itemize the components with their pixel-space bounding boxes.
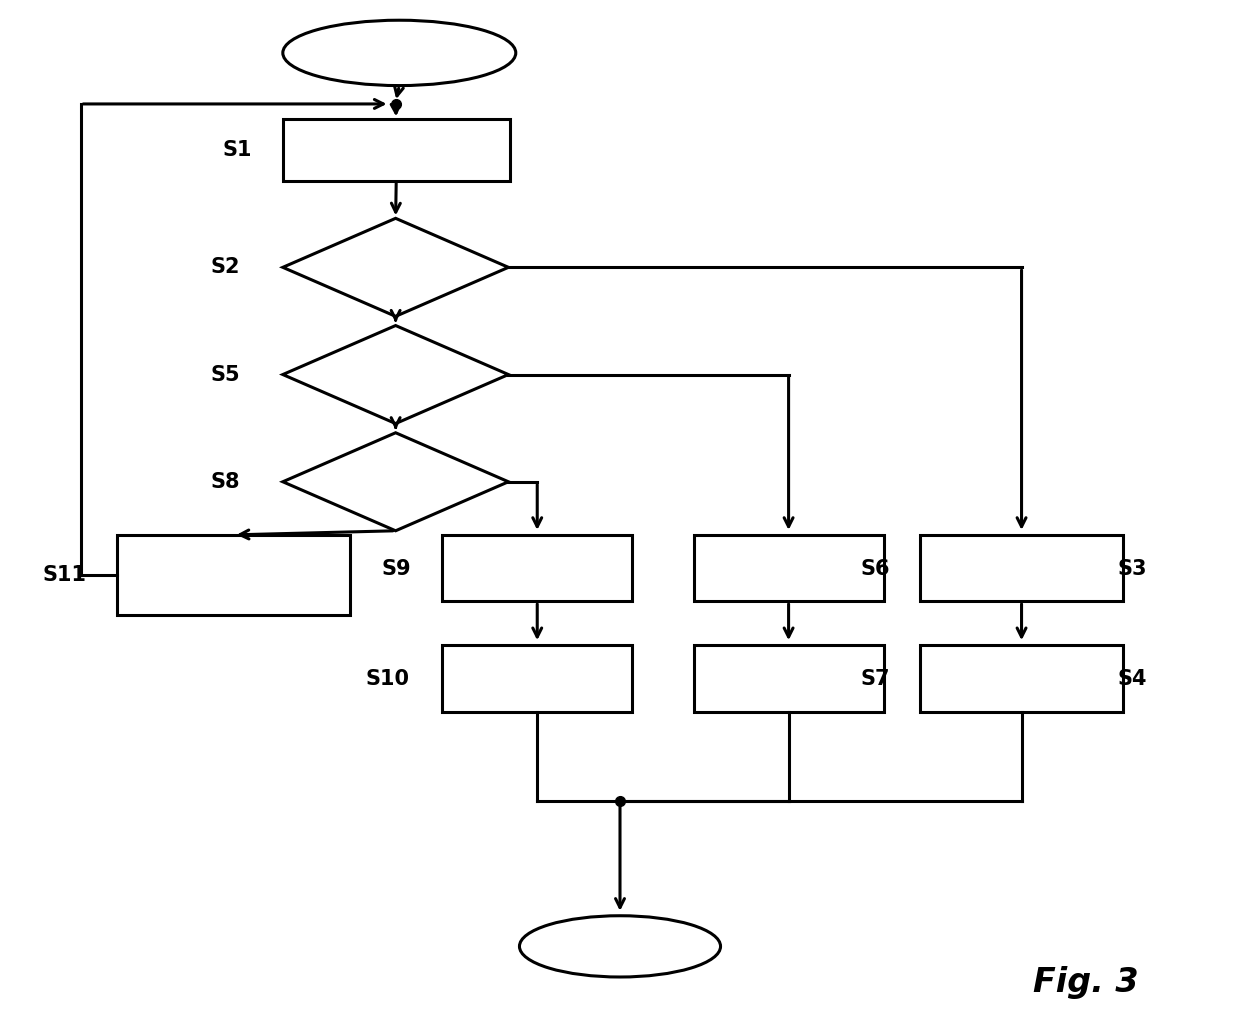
Text: S1: S1	[223, 140, 252, 159]
Text: S7: S7	[861, 669, 890, 689]
Text: S8: S8	[211, 472, 239, 492]
Text: Fig. 3: Fig. 3	[1033, 966, 1138, 999]
Text: S2: S2	[211, 258, 239, 277]
Text: S10: S10	[365, 669, 409, 689]
Text: S4: S4	[1117, 669, 1147, 689]
Bar	[443, 645, 632, 711]
Bar	[693, 645, 884, 711]
Bar	[118, 535, 350, 615]
Bar	[693, 535, 884, 601]
Text: S11: S11	[42, 565, 87, 585]
Bar	[283, 119, 510, 180]
Bar	[920, 645, 1122, 711]
Text: S5: S5	[211, 364, 239, 385]
Text: S9: S9	[382, 559, 412, 579]
Text: S6: S6	[861, 559, 890, 579]
Text: S3: S3	[1117, 559, 1147, 579]
Bar	[920, 535, 1122, 601]
Bar	[443, 535, 632, 601]
